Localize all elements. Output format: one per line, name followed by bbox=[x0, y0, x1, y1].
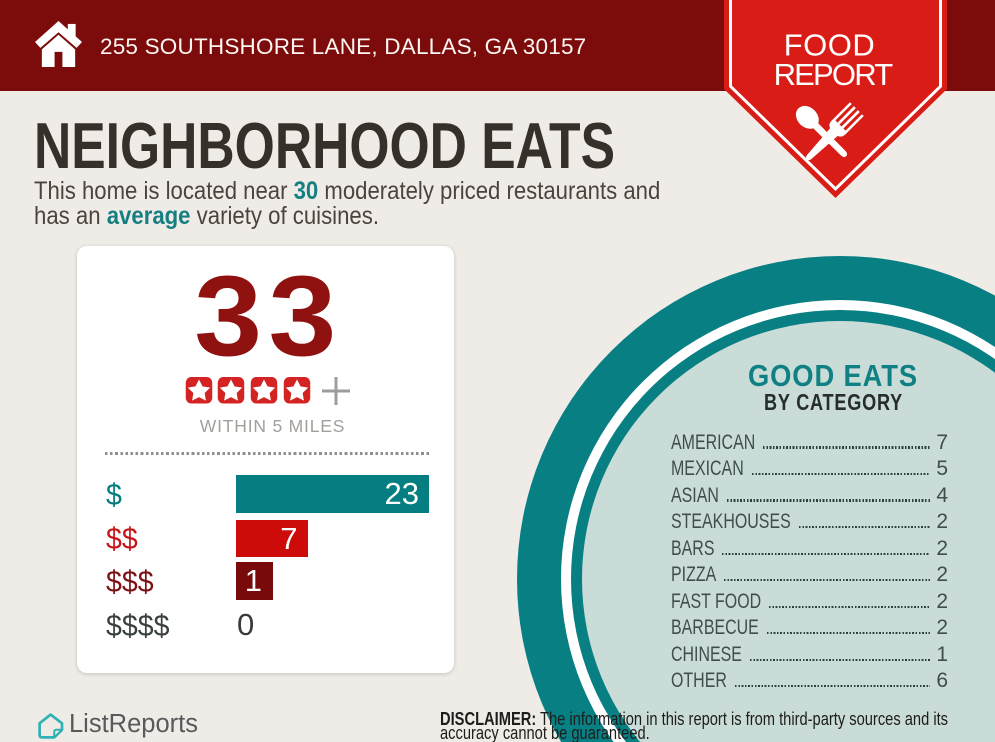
svg-text:REPORT: REPORT bbox=[774, 57, 894, 92]
svg-text:FOOD: FOOD bbox=[784, 28, 876, 63]
